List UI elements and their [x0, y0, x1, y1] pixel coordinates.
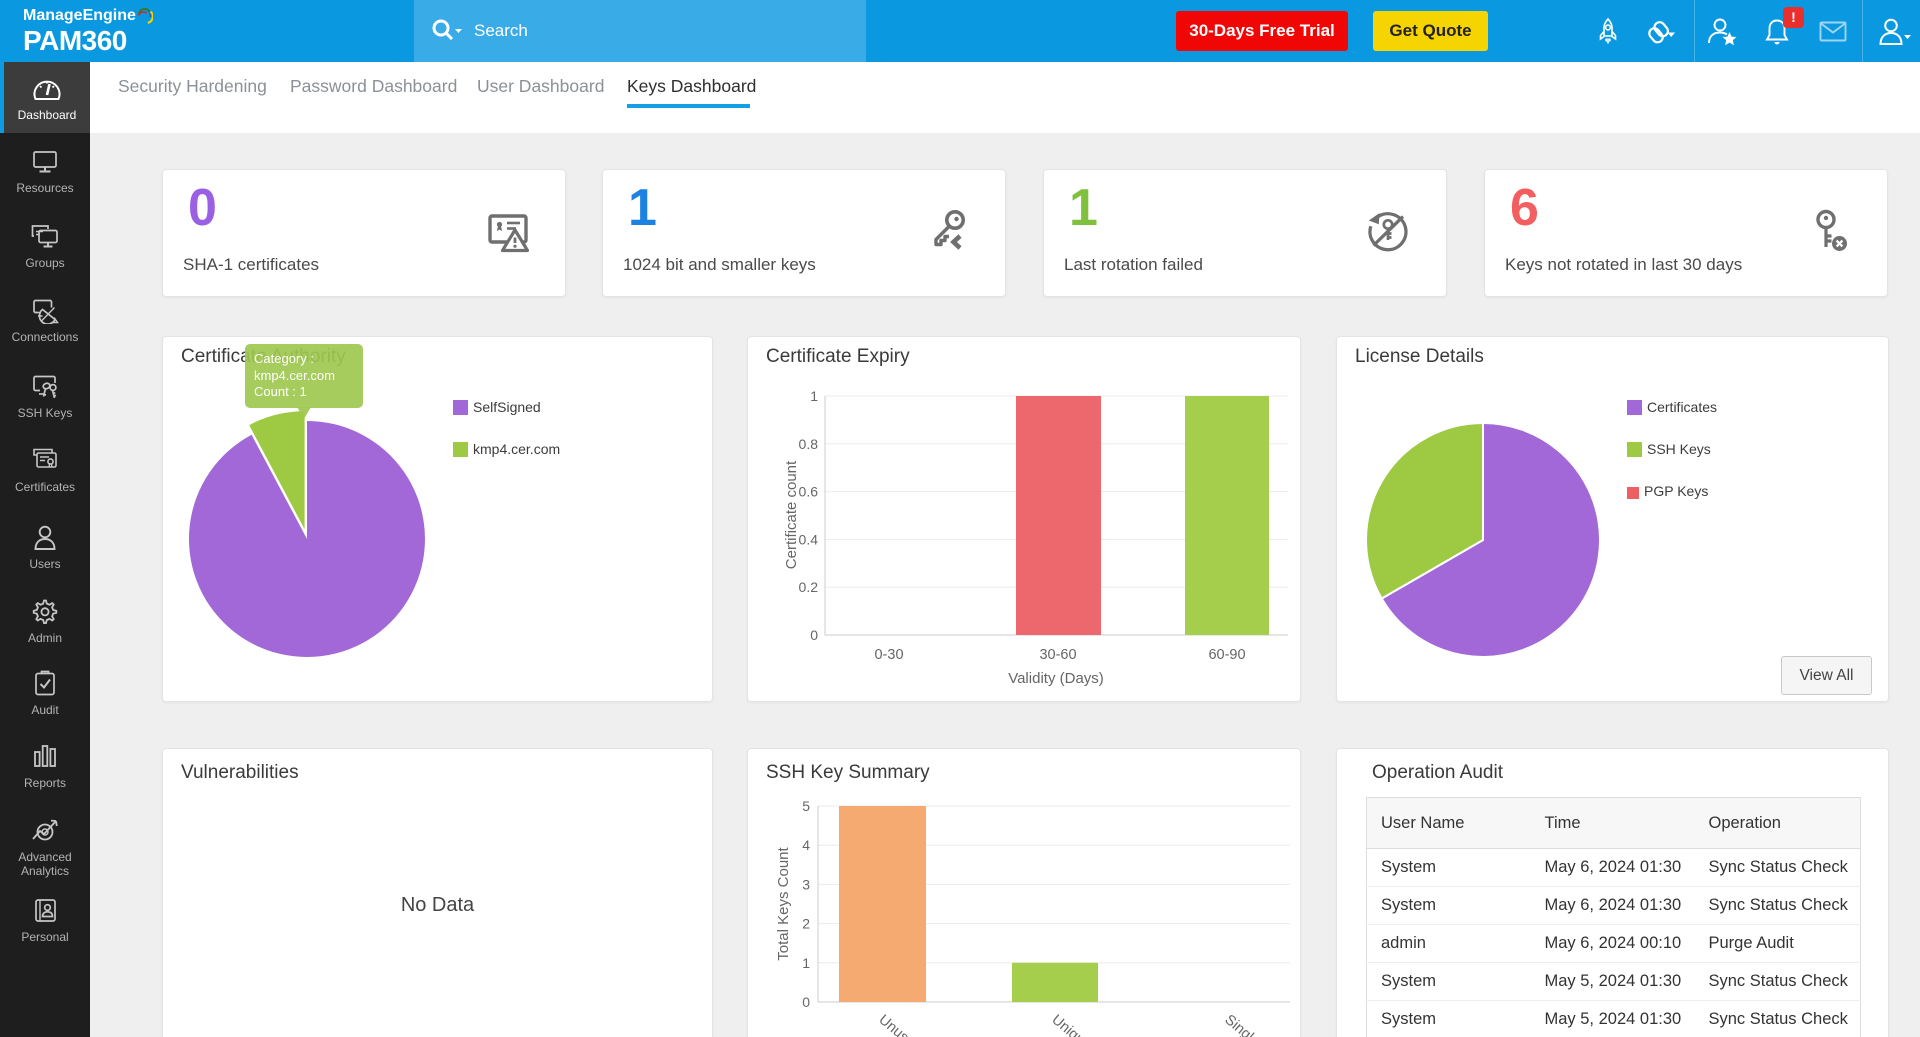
svg-text:Unused Keys: Unused Keys	[875, 1012, 951, 1037]
svg-text:Unique Keys: Unique Keys	[1048, 1012, 1121, 1037]
svg-text:Total Keys Count: Total Keys Count	[775, 846, 792, 960]
svg-text:0.4: 0.4	[799, 531, 819, 547]
svg-text:Certificate count: Certificate count	[783, 460, 800, 569]
svg-text:1: 1	[810, 388, 818, 404]
svg-text:4: 4	[802, 837, 810, 853]
svg-text:Validity (Days): Validity (Days)	[1008, 670, 1104, 687]
svg-text:0.8: 0.8	[799, 436, 819, 452]
svg-text:60-90: 60-90	[1208, 647, 1245, 663]
svg-text:0.2: 0.2	[799, 579, 819, 595]
svg-text:2: 2	[802, 916, 810, 932]
svg-text:0.6: 0.6	[799, 484, 819, 500]
svg-text:3: 3	[802, 876, 810, 892]
svg-text:30-60: 30-60	[1039, 647, 1076, 663]
svg-text:0: 0	[802, 994, 810, 1010]
svg-text:0: 0	[810, 627, 818, 643]
svg-text:Single User Keys: Single User Keys	[1221, 1012, 1300, 1037]
svg-text:0-30: 0-30	[874, 647, 903, 663]
svg-text:5: 5	[802, 798, 810, 814]
svg-text:1: 1	[802, 955, 810, 971]
